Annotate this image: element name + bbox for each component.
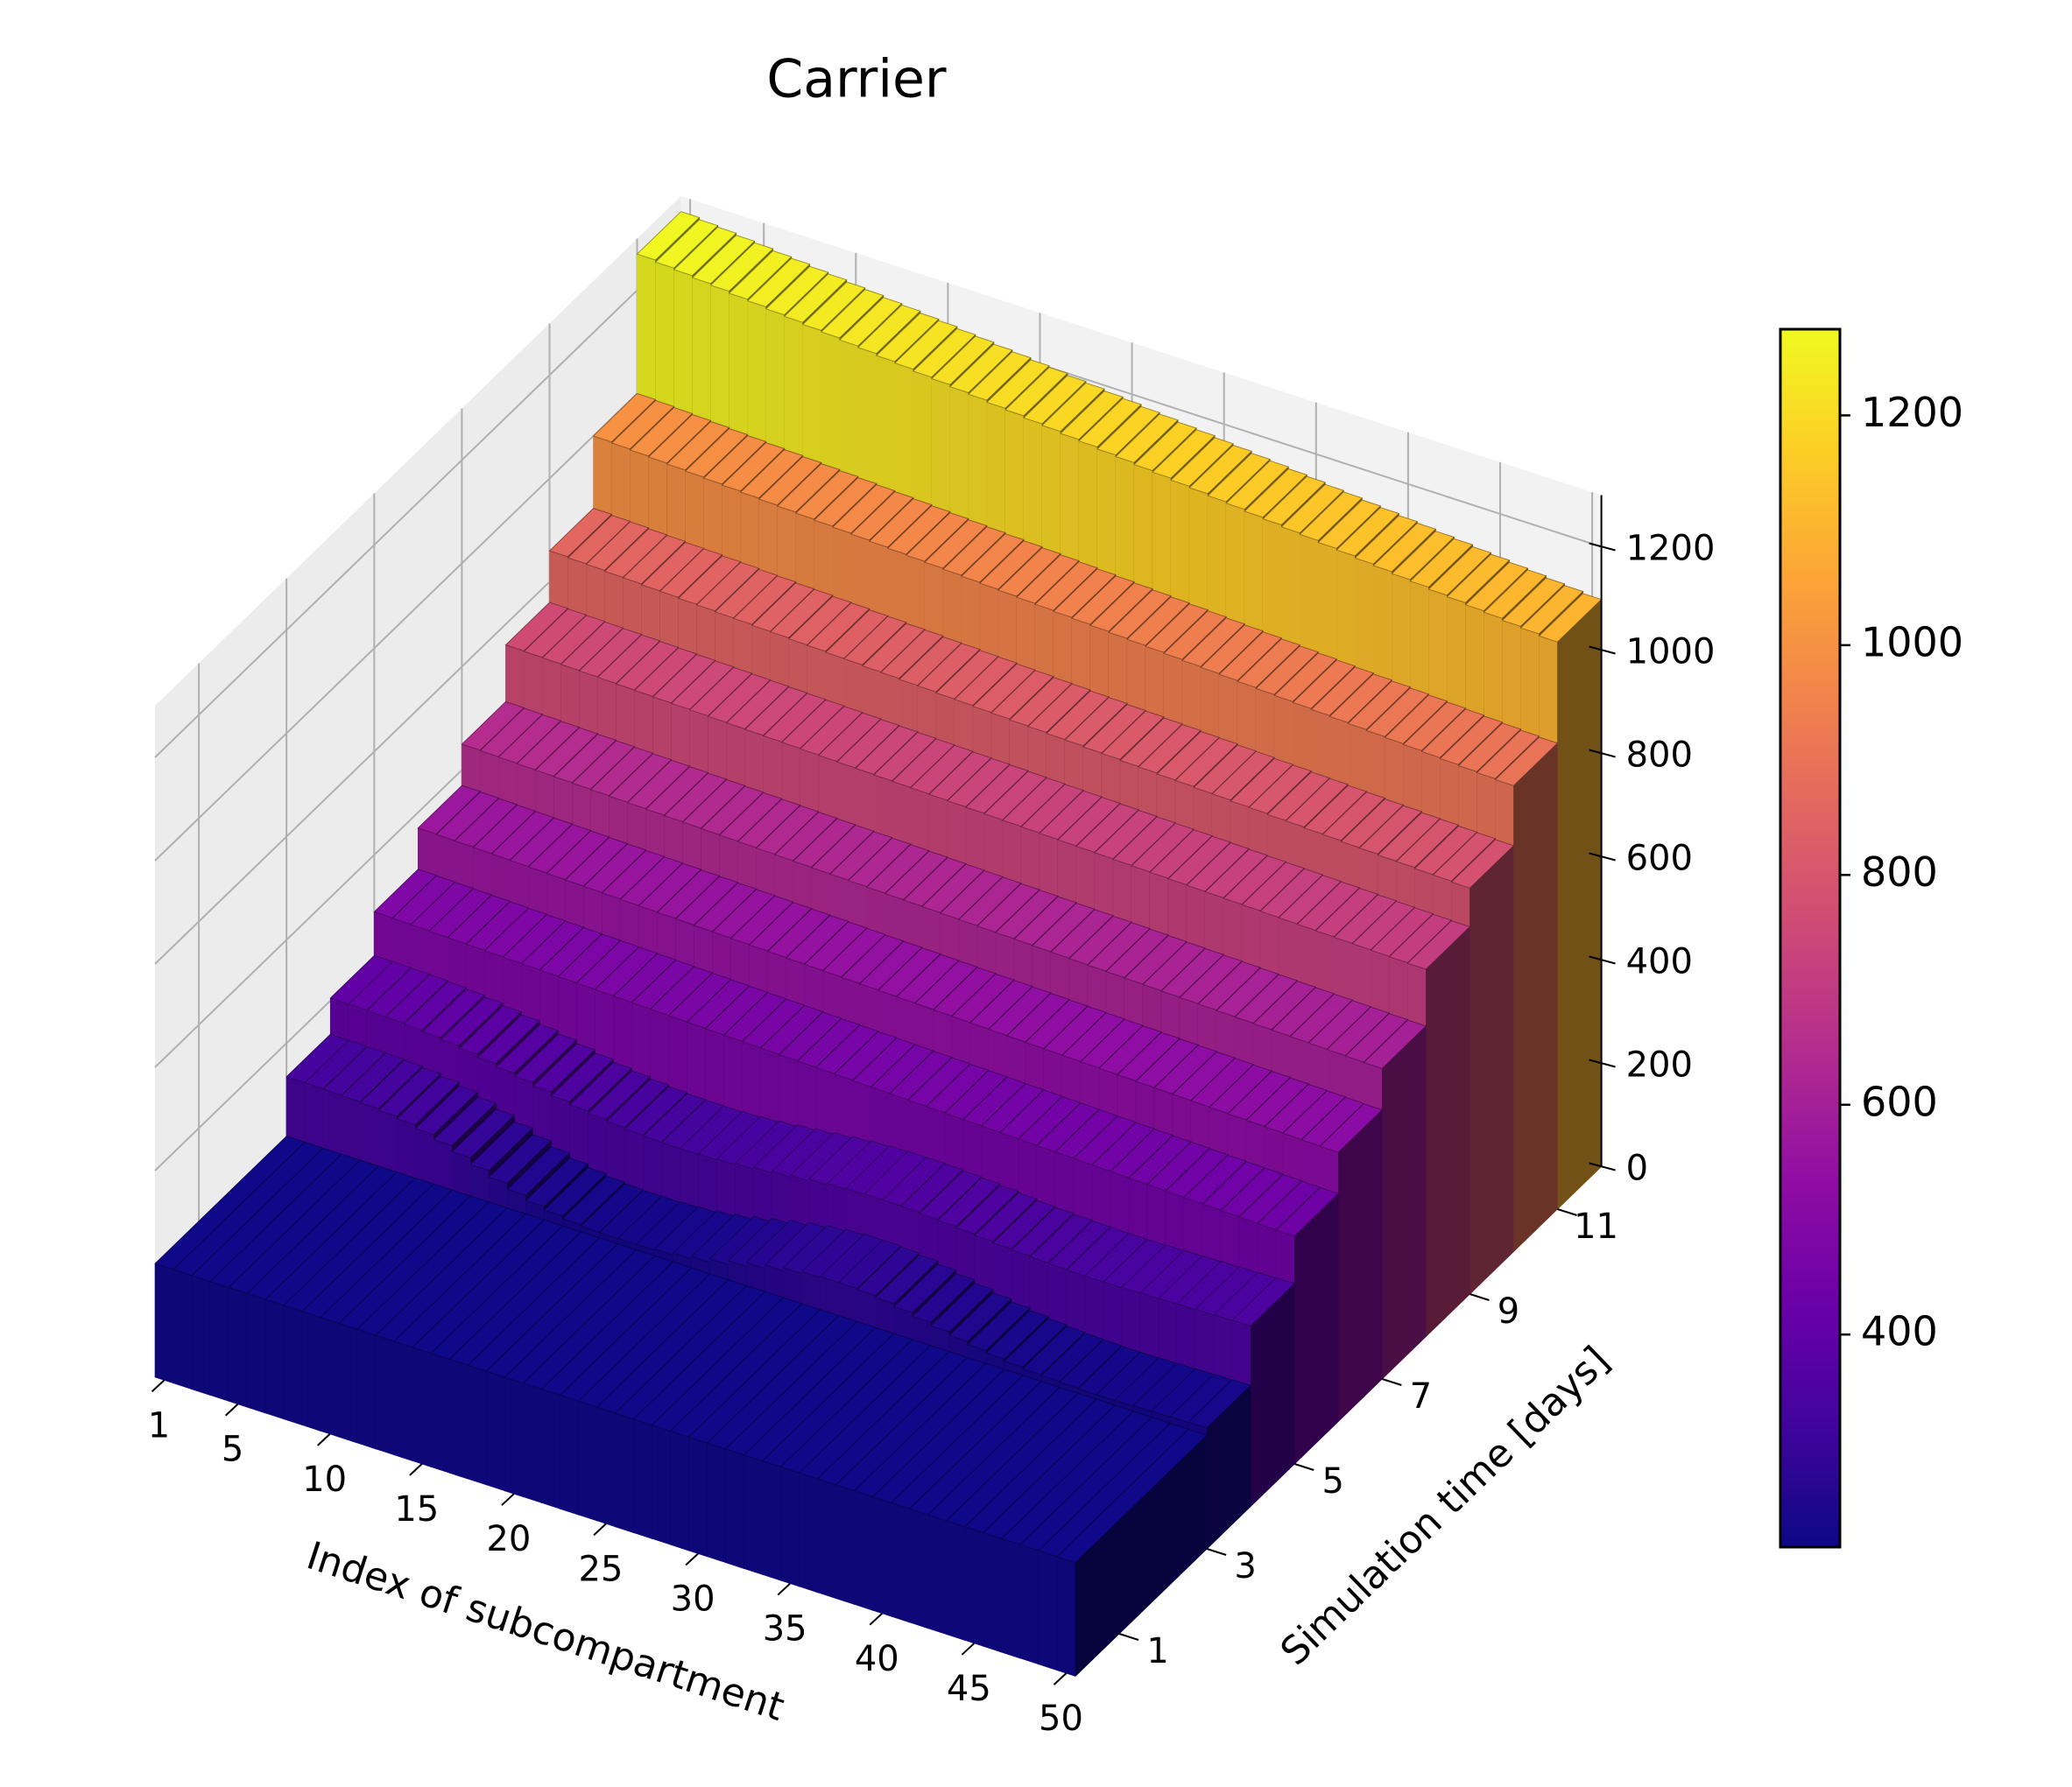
x-tick-mark	[317, 1433, 331, 1446]
x-tick-label: 20	[486, 1519, 531, 1559]
x-tick-label: 25	[579, 1549, 624, 1589]
bar-side	[1469, 845, 1514, 1295]
y-tick-mark	[1206, 1548, 1227, 1556]
y-tick-label: 1	[1146, 1631, 1168, 1671]
y-tick-mark	[1382, 1378, 1402, 1386]
z-tick-mark	[1589, 749, 1616, 758]
bar-side	[1557, 598, 1602, 1210]
bar-side	[1426, 925, 1470, 1338]
z-tick-label: 1000	[1626, 632, 1716, 672]
x-tick-label: 15	[394, 1489, 439, 1530]
z-tick-label: 1200	[1626, 529, 1716, 569]
chart-title: Carrier	[766, 49, 947, 110]
y-tick-label: 7	[1410, 1376, 1432, 1417]
x-tick-mark	[501, 1493, 515, 1506]
x-tick-mark	[961, 1643, 976, 1656]
x-tick-label: 10	[302, 1460, 347, 1500]
x-axis-label: Index of subcompartment	[301, 1533, 789, 1729]
z-tick-label: 600	[1626, 839, 1693, 879]
colorbar-tick-label: 400	[1861, 1308, 1938, 1355]
y-tick-mark	[1118, 1633, 1139, 1641]
bar-side	[1075, 1434, 1208, 1678]
x-tick-label: 40	[855, 1639, 899, 1679]
x-tick-mark	[593, 1523, 607, 1537]
x-tick-mark	[685, 1552, 699, 1566]
colorbar-tick-label: 600	[1861, 1078, 1938, 1125]
z-tick-label: 0	[1626, 1149, 1648, 1189]
x-tick-mark	[224, 1404, 239, 1417]
x-tick-label: 50	[1039, 1699, 1083, 1739]
y-tick-mark	[1557, 1208, 1577, 1216]
x-tick-mark	[777, 1582, 791, 1596]
z-tick-label: 800	[1626, 735, 1693, 776]
bar-side	[1382, 1025, 1427, 1380]
x-tick-mark	[869, 1613, 883, 1626]
y-tick-label: 5	[1322, 1461, 1344, 1502]
z-tick-mark	[1589, 645, 1616, 655]
x-tick-label: 1	[148, 1405, 170, 1446]
x-tick-label: 35	[763, 1609, 807, 1650]
z-tick-label: 400	[1626, 942, 1693, 982]
z-tick-label: 200	[1626, 1045, 1693, 1086]
y-tick-label: 9	[1498, 1291, 1519, 1332]
x-tick-mark	[1053, 1672, 1068, 1685]
y-tick-mark	[1469, 1293, 1490, 1301]
z-tick-mark	[1589, 955, 1616, 965]
bar-side	[1294, 1193, 1339, 1465]
y-tick-label: 3	[1234, 1546, 1256, 1586]
z-tick-mark	[1589, 1059, 1616, 1068]
z-tick-mark	[1589, 1162, 1616, 1171]
x-tick-label: 5	[222, 1430, 243, 1470]
colorbar-tick-label: 800	[1861, 848, 1938, 896]
x-tick-mark	[409, 1463, 423, 1476]
x-tick-label: 30	[671, 1579, 715, 1619]
x-tick-label: 45	[947, 1669, 991, 1709]
z-tick-mark	[1589, 542, 1616, 552]
z-tick-mark	[1589, 852, 1616, 862]
y-tick-mark	[1293, 1463, 1314, 1471]
colorbar-tick-label: 1200	[1861, 389, 1963, 436]
colorbar	[1779, 327, 1842, 1549]
bar-side	[1338, 1108, 1383, 1423]
colorbar-tick-label: 1000	[1861, 618, 1963, 665]
x-tick-mark	[151, 1379, 166, 1393]
y-tick-label: 11	[1574, 1207, 1618, 1247]
bar-side	[1513, 742, 1558, 1253]
bars	[154, 211, 1603, 1678]
